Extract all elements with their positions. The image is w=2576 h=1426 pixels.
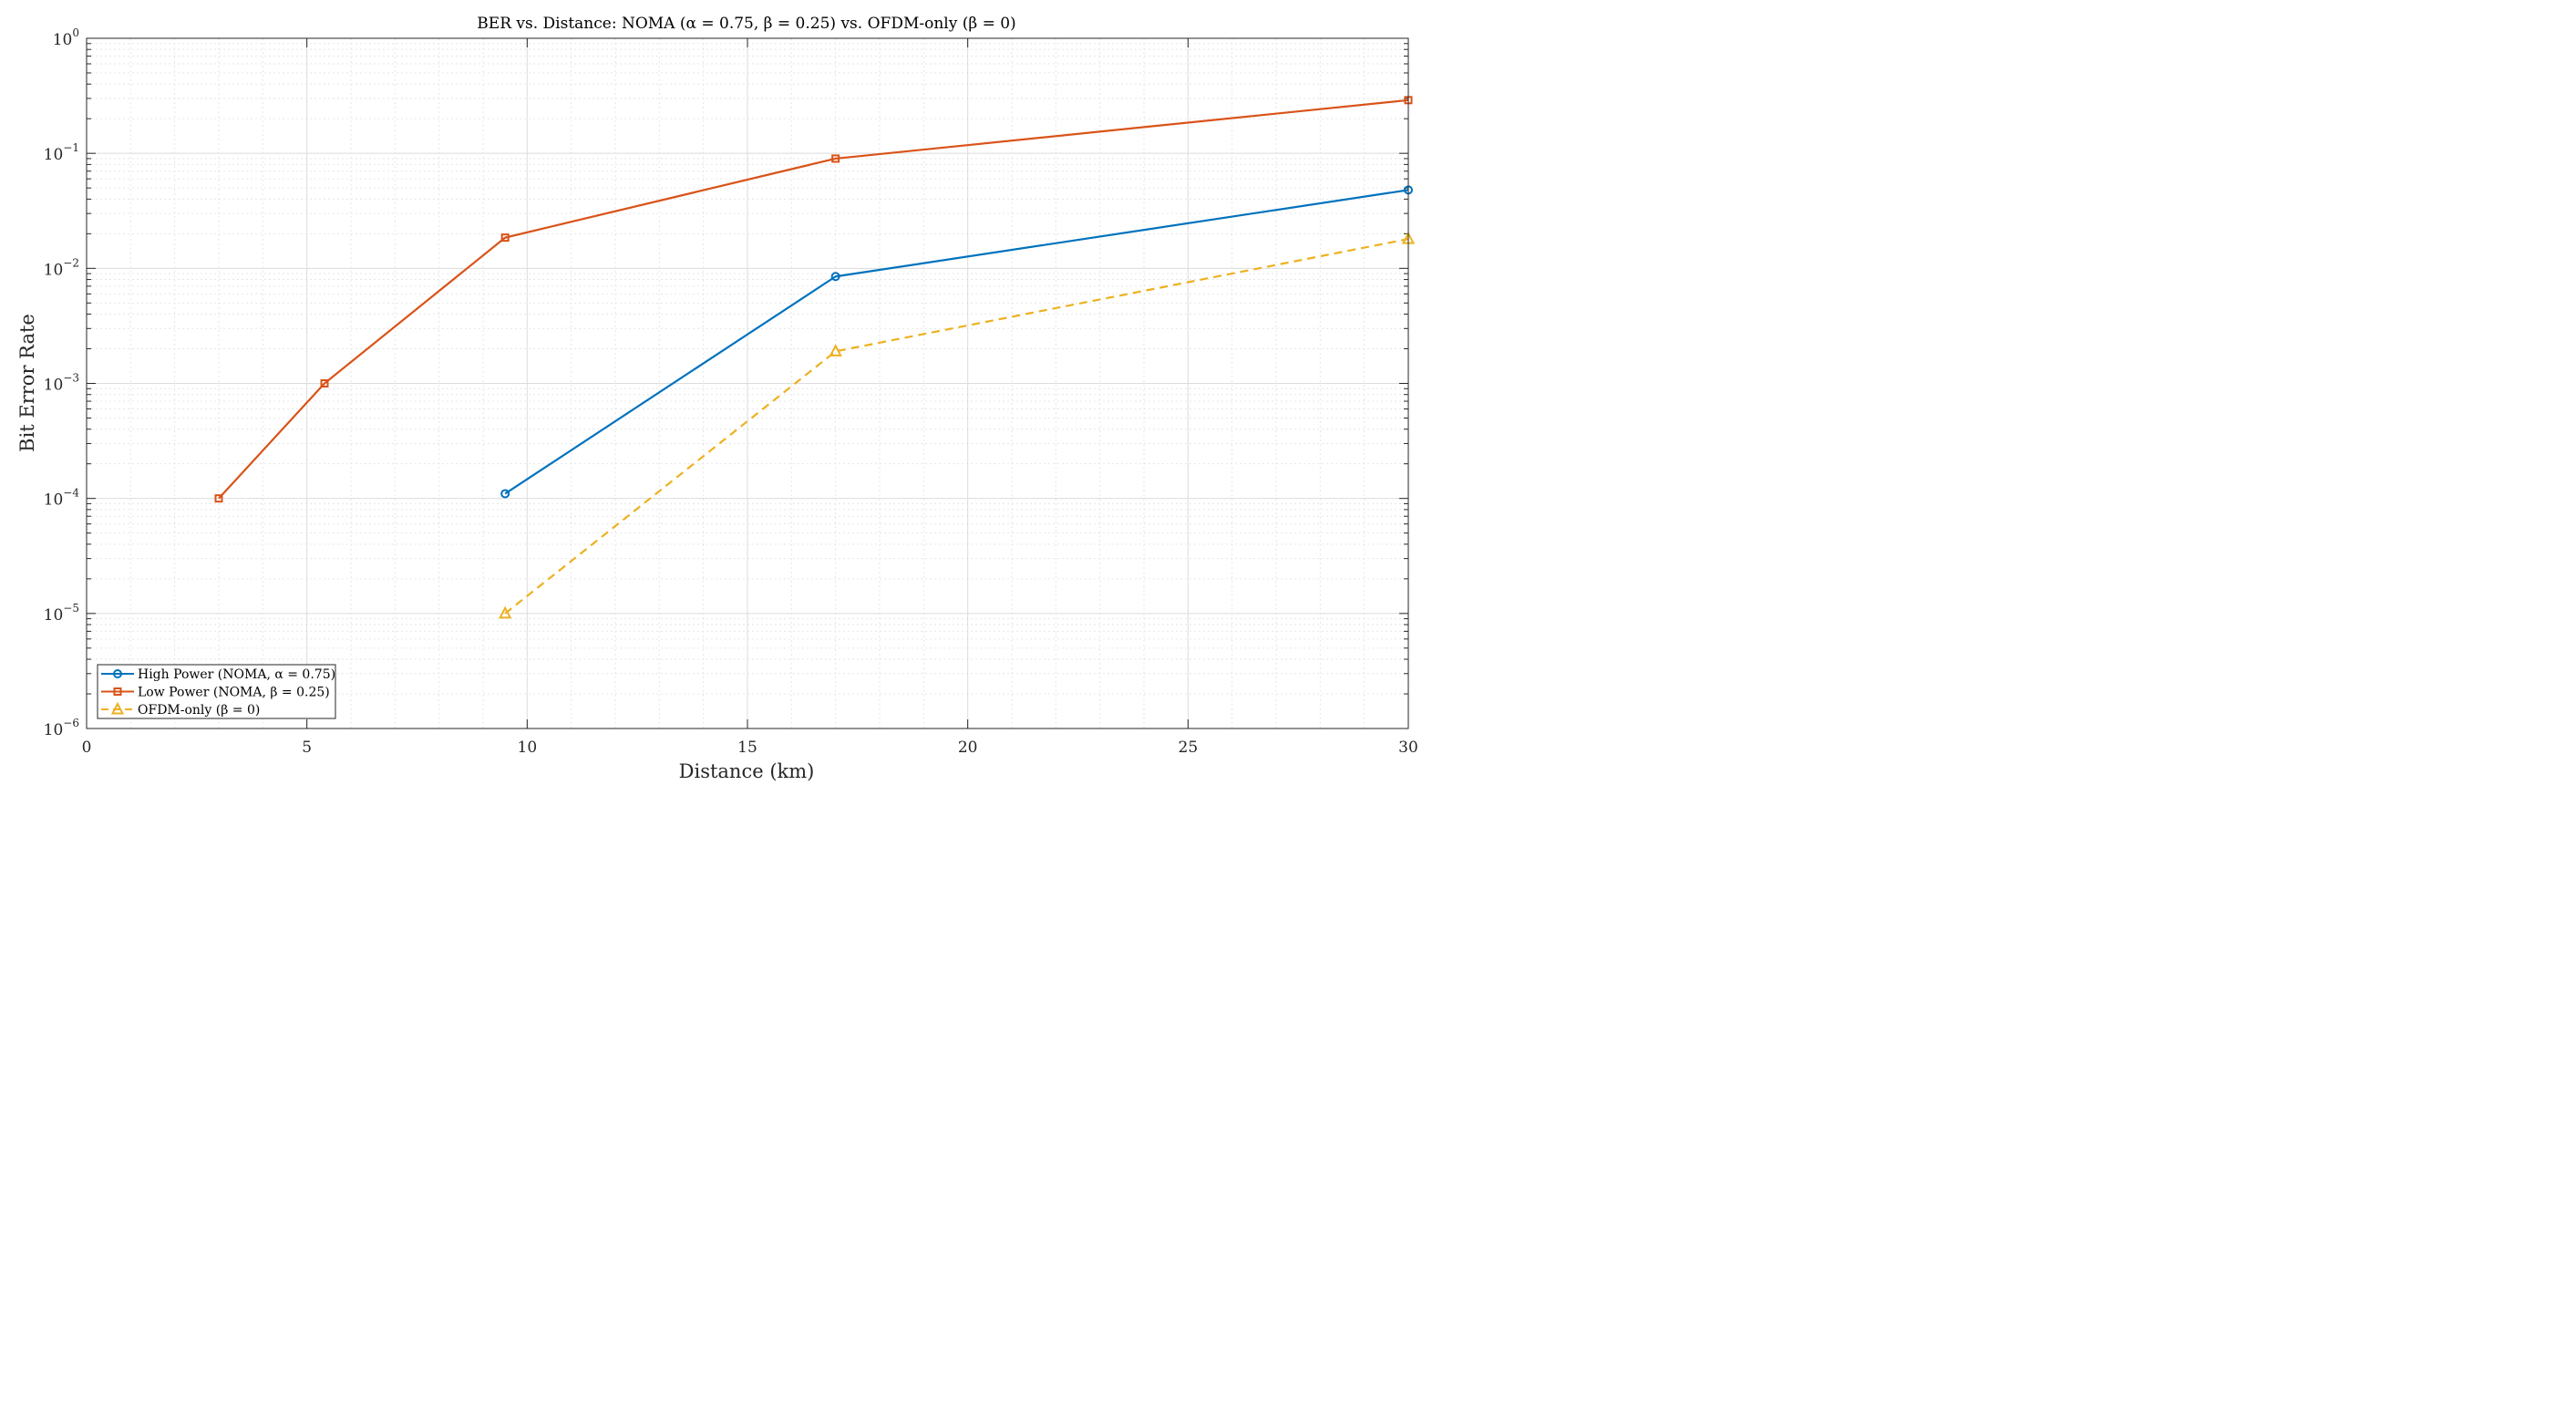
x-axis-label: Distance (km)	[679, 760, 815, 782]
data-point	[831, 154, 840, 163]
series-2	[499, 231, 1416, 619]
y-tick-label: 100	[53, 26, 79, 49]
series-line	[218, 98, 1409, 500]
x-tick-label: 0	[82, 739, 92, 757]
x-tick-label: 5	[302, 739, 312, 757]
legend-item-2: OFDM-only (β = 0)	[101, 701, 260, 718]
legend-box	[97, 664, 336, 719]
x-tick-label: 20	[958, 739, 978, 757]
x-tick-label: 25	[1179, 739, 1199, 757]
y-axis-label: Bit Error Rate	[16, 314, 38, 452]
legend-label: Low Power (NOMA, β = 0.25)	[138, 686, 330, 700]
data-point	[320, 379, 329, 388]
y-tick-label: 10−5	[44, 602, 79, 625]
series-line	[504, 189, 1409, 495]
data-point	[499, 605, 512, 619]
y-tick-label: 10−6	[44, 717, 79, 739]
x-tick-label: 10	[518, 739, 538, 757]
y-tick-label: 10−1	[44, 141, 79, 164]
data-point	[214, 494, 223, 503]
series-layer	[214, 96, 1416, 619]
y-tick-label: 10−4	[44, 487, 80, 510]
legend-marker	[113, 687, 122, 696]
legend: High Power (NOMA, α = 0.75) Low Power (NO…	[97, 664, 336, 719]
x-tick-label: 30	[1398, 739, 1418, 757]
plot-frame	[86, 37, 1409, 729]
data-point	[830, 272, 840, 282]
y-tick-label: 10−3	[44, 372, 79, 395]
series-line	[504, 238, 1409, 615]
tick-layer: 100 10−1 10−2 10−3 10−4 10−5 10−60 5 10 15 20 25 30	[44, 26, 1418, 757]
data-point	[500, 233, 510, 243]
data-point	[829, 344, 842, 356]
legend-marker	[110, 701, 125, 715]
legend-marker	[113, 669, 122, 678]
chart-title: BER vs. Distance: NOMA (α = 0.75, β = 0.…	[477, 15, 1015, 33]
x-tick-label: 15	[737, 739, 757, 757]
legend-label: High Power (NOMA, α = 0.75)	[138, 667, 335, 682]
legend-item-1: Low Power (NOMA, β = 0.25)	[101, 686, 330, 700]
y-tick-label: 10−2	[44, 256, 79, 279]
legend-label: OFDM-only (β = 0)	[138, 703, 260, 718]
legend-item-0: High Power (NOMA, α = 0.75)	[101, 667, 335, 682]
data-point	[500, 489, 510, 499]
